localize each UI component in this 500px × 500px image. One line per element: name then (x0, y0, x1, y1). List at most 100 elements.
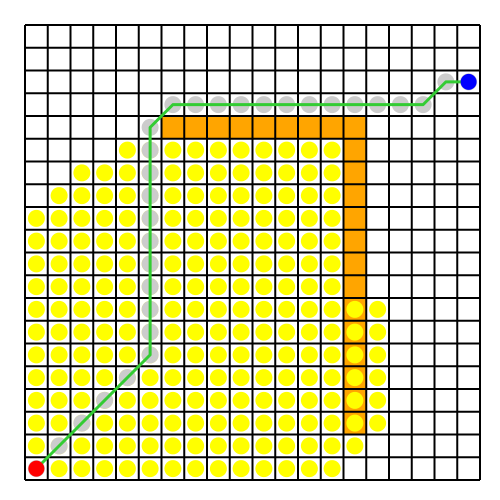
wall-cell (343, 252, 367, 276)
explored-node (187, 369, 205, 387)
wall-cell (298, 116, 321, 139)
explored-node (96, 460, 114, 478)
explored-node (118, 437, 136, 455)
wall-cell (207, 116, 230, 139)
explored-node (27, 369, 45, 387)
explored-node (118, 187, 136, 205)
explored-node (118, 300, 136, 318)
explored-node (323, 300, 341, 318)
explored-node (369, 323, 387, 341)
explored-node (73, 255, 91, 273)
explored-node (369, 369, 387, 387)
explored-node (118, 209, 136, 227)
explored-node (118, 391, 136, 409)
explored-node (323, 391, 341, 409)
explored-node (300, 300, 318, 318)
explored-node (118, 141, 136, 159)
explored-node (346, 391, 364, 409)
explored-node (323, 209, 341, 227)
explored-node (164, 164, 182, 182)
explored-node (164, 255, 182, 273)
explored-node (278, 209, 296, 227)
explored-node (323, 278, 341, 296)
explored-node (73, 232, 91, 250)
explored-node (323, 323, 341, 341)
explored-node (96, 209, 114, 227)
explored-node (300, 323, 318, 341)
explored-node (27, 278, 45, 296)
explored-node (300, 187, 318, 205)
explored-node (300, 391, 318, 409)
explored-node (50, 278, 68, 296)
explored-node (27, 300, 45, 318)
explored-node (209, 460, 227, 478)
explored-node (323, 187, 341, 205)
explored-node (50, 323, 68, 341)
explored-node (369, 300, 387, 318)
explored-node (27, 391, 45, 409)
explored-node (255, 255, 273, 273)
explored-node (164, 323, 182, 341)
explored-node (187, 278, 205, 296)
explored-node (50, 391, 68, 409)
explored-node (300, 209, 318, 227)
explored-node (232, 164, 250, 182)
goal-node (460, 73, 477, 90)
explored-node (232, 278, 250, 296)
explored-node (187, 164, 205, 182)
explored-node (118, 255, 136, 273)
explored-node (50, 460, 68, 478)
explored-node (187, 141, 205, 159)
explored-node (209, 323, 227, 341)
explored-node (300, 437, 318, 455)
path-line-layer (34, 80, 471, 471)
explored-node (232, 255, 250, 273)
explored-node (232, 391, 250, 409)
explored-node (118, 278, 136, 296)
explored-node (346, 323, 364, 341)
explored-node (141, 460, 159, 478)
explored-node (278, 460, 296, 478)
wall-cell (343, 207, 367, 230)
explored-node (209, 414, 227, 432)
explored-node (255, 232, 273, 250)
explored-node (278, 300, 296, 318)
explored-node (209, 300, 227, 318)
wall-cell (343, 138, 367, 162)
explored-node (187, 437, 205, 455)
explored-node (209, 346, 227, 364)
explored-node (187, 209, 205, 227)
explored-node (73, 346, 91, 364)
wall-cell (343, 275, 367, 298)
explored-node (255, 391, 273, 409)
explored-node (323, 414, 341, 432)
explored-node (187, 255, 205, 273)
explored-node (255, 323, 273, 341)
explored-node (118, 164, 136, 182)
explored-node (141, 437, 159, 455)
explored-node (255, 369, 273, 387)
explored-node (209, 437, 227, 455)
explored-node (232, 323, 250, 341)
explored-node (278, 346, 296, 364)
explored-node (27, 323, 45, 341)
wall-cell (161, 116, 185, 139)
explored-node (209, 209, 227, 227)
explored-node (232, 437, 250, 455)
explored-node (323, 346, 341, 364)
explored-node (209, 369, 227, 387)
explored-node (96, 346, 114, 364)
explored-node (27, 255, 45, 273)
explored-node (96, 414, 114, 432)
explored-node (96, 323, 114, 341)
explored-node (50, 255, 68, 273)
explored-node (300, 255, 318, 273)
explored-node (50, 209, 68, 227)
explored-node (300, 232, 318, 250)
explored-node (323, 369, 341, 387)
wall-cell (320, 116, 344, 139)
explored-node (278, 437, 296, 455)
explored-node (346, 437, 364, 455)
explored-node (323, 141, 341, 159)
